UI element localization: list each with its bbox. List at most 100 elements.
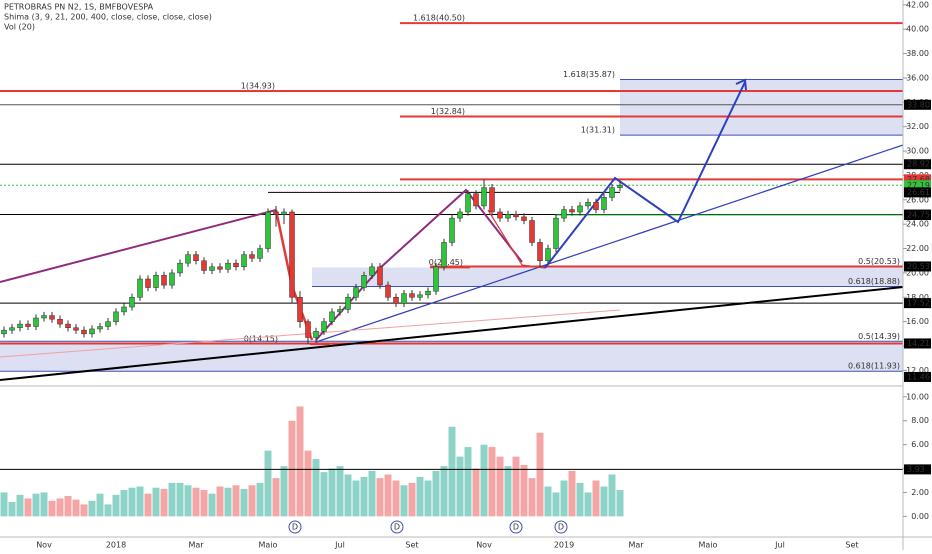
- volume-bar: [352, 480, 360, 517]
- volume-bar: [128, 487, 136, 517]
- price-tag-bg: [904, 298, 931, 309]
- fib-zone: [620, 79, 903, 136]
- price-tag: 20.53: [907, 262, 930, 271]
- candle-body: [89, 328, 95, 335]
- volume-bar: [312, 458, 320, 517]
- volume-bar: [600, 486, 608, 517]
- candle-body: [41, 315, 47, 319]
- volume-bar: [24, 498, 32, 517]
- volume-bar: [184, 485, 192, 517]
- fib-label: 0.5(20.53): [858, 257, 900, 266]
- volume-bar: [176, 482, 184, 517]
- price-tag: 14.21: [907, 339, 930, 348]
- y-tick-label: 0.00: [911, 512, 929, 521]
- candle-body: [153, 275, 159, 288]
- volume-bar: [88, 500, 96, 517]
- candle-body: [353, 287, 359, 298]
- volume-bar: [8, 502, 16, 517]
- candles: [1, 179, 623, 345]
- x-tick-label: Set: [405, 541, 418, 550]
- volume-bar: [40, 492, 48, 517]
- volume-bar: [328, 468, 336, 517]
- price-tag-bg: [904, 371, 931, 382]
- volume-bar: [536, 432, 544, 517]
- candle-body: [25, 323, 31, 327]
- volume-bar: [192, 487, 200, 517]
- candle-body: [449, 217, 455, 243]
- x-tick-label: Nov: [476, 541, 492, 550]
- volume-bar: [376, 478, 384, 517]
- fib-zone: [0, 341, 903, 372]
- candle-body: [57, 318, 63, 325]
- dividend-marker: [509, 520, 523, 534]
- volume-bar: [392, 480, 400, 517]
- price-tag-bg: [904, 261, 931, 272]
- volume-bar: [304, 450, 312, 517]
- candle-body: [561, 209, 567, 219]
- x-tick-label: Mar: [188, 541, 204, 550]
- candle-body: [129, 297, 135, 308]
- fib-label: 1.618(35.87): [563, 70, 615, 79]
- fib-label: 0.618(18.88): [848, 277, 900, 286]
- volume-bar: [120, 490, 128, 517]
- fib-label: 0.618(11.93): [848, 362, 900, 371]
- volume-bar: [456, 456, 464, 517]
- volume-bar: [112, 494, 120, 517]
- volume-bar: [72, 499, 80, 517]
- candle-body: [1, 329, 7, 335]
- candle-body: [337, 309, 343, 313]
- price-tag: 27.68: [907, 175, 930, 184]
- candle-body: [481, 187, 487, 207]
- candle-body: [201, 260, 207, 271]
- volume-bar: [32, 493, 40, 517]
- volume-bar: [416, 476, 424, 517]
- volume-bar: [576, 482, 584, 517]
- price-tag: 28.92: [907, 160, 930, 169]
- candle-body: [33, 317, 39, 327]
- y-tick-label: 8.00: [911, 416, 929, 425]
- candle-body: [369, 266, 375, 276]
- y-tick-label: 32.00: [906, 122, 929, 131]
- volume-bar: [248, 485, 256, 517]
- volume-bar: [0, 492, 8, 517]
- volume-bar: [16, 494, 24, 517]
- volume-bar: [208, 493, 216, 517]
- candle-body: [593, 201, 599, 210]
- candle-body: [553, 217, 559, 249]
- volume-bar: [264, 450, 272, 517]
- y-tick-label: 22.00: [906, 244, 929, 253]
- price-tag: 33.80: [907, 100, 930, 109]
- volume-bar: [344, 474, 352, 517]
- volume-bar: [320, 472, 328, 517]
- candle-body: [297, 297, 303, 322]
- price-tag: 27.19: [907, 181, 930, 190]
- price-tag: 26.61: [907, 188, 930, 197]
- fib-zone: [312, 267, 903, 287]
- candle-body: [273, 211, 279, 215]
- candle-body: [361, 275, 367, 288]
- fib-label: 0(14.15): [244, 335, 278, 344]
- y-tick-label: 38.00: [906, 49, 929, 58]
- fib-label: 1(32.84): [431, 107, 465, 116]
- candle-body: [609, 187, 615, 198]
- price-tag-bg: [904, 210, 931, 221]
- candle-body: [97, 326, 103, 330]
- y-tick-label: 42.00: [906, 0, 929, 9]
- candle-body: [601, 197, 607, 210]
- candle-body: [329, 311, 335, 322]
- candle-body: [257, 248, 263, 259]
- fib-label: 1(34.93): [241, 82, 275, 91]
- fib-label: 1(31.31): [581, 126, 615, 135]
- candle-body: [217, 266, 223, 270]
- volume-bar: [440, 466, 448, 517]
- price-tag: 17.52: [907, 299, 930, 308]
- y-tick-label: 30.00: [906, 147, 929, 156]
- volume-bar: [368, 470, 376, 517]
- candle-body: [225, 262, 231, 270]
- x-tick-label: 2018: [106, 541, 126, 550]
- volume-bar: [448, 426, 456, 517]
- title: PETROBRAS PN N2, 1S, BMFBOVESPA: [4, 3, 154, 12]
- price-tag-bg: [904, 464, 931, 475]
